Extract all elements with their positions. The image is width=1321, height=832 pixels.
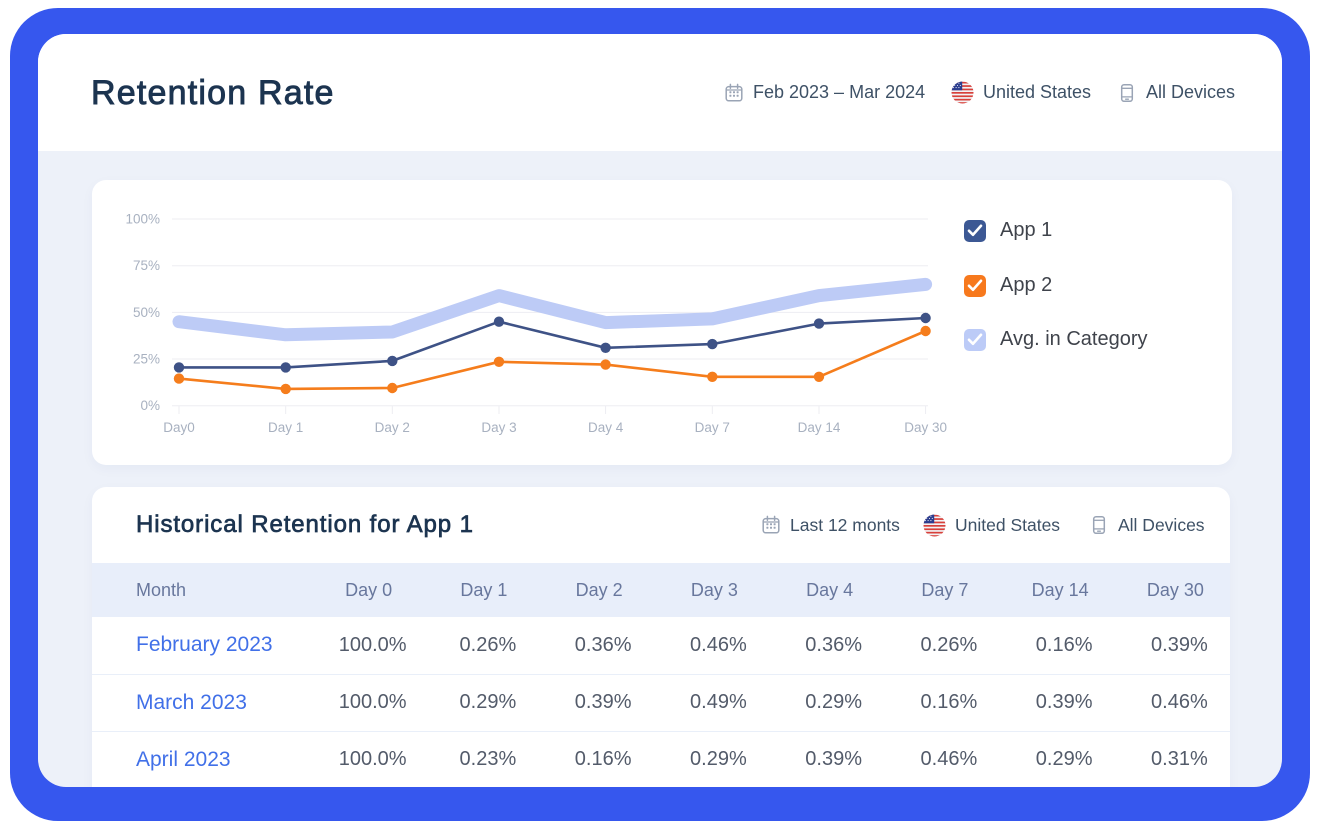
- svg-text:Day 1: Day 1: [268, 420, 303, 435]
- svg-text:Day0: Day0: [163, 420, 195, 435]
- svg-text:Day 2: Day 2: [375, 420, 410, 435]
- svg-text:50%: 50%: [133, 305, 160, 320]
- svg-text:Day 30: Day 30: [904, 420, 947, 435]
- svg-text:Day 14: Day 14: [798, 420, 841, 435]
- svg-text:Day 7: Day 7: [695, 420, 730, 435]
- svg-text:Day 4: Day 4: [588, 420, 624, 435]
- svg-text:100%: 100%: [125, 212, 160, 227]
- svg-text:0%: 0%: [140, 398, 160, 413]
- svg-text:75%: 75%: [133, 258, 160, 273]
- svg-text:25%: 25%: [133, 352, 160, 367]
- svg-text:Day 3: Day 3: [481, 420, 516, 435]
